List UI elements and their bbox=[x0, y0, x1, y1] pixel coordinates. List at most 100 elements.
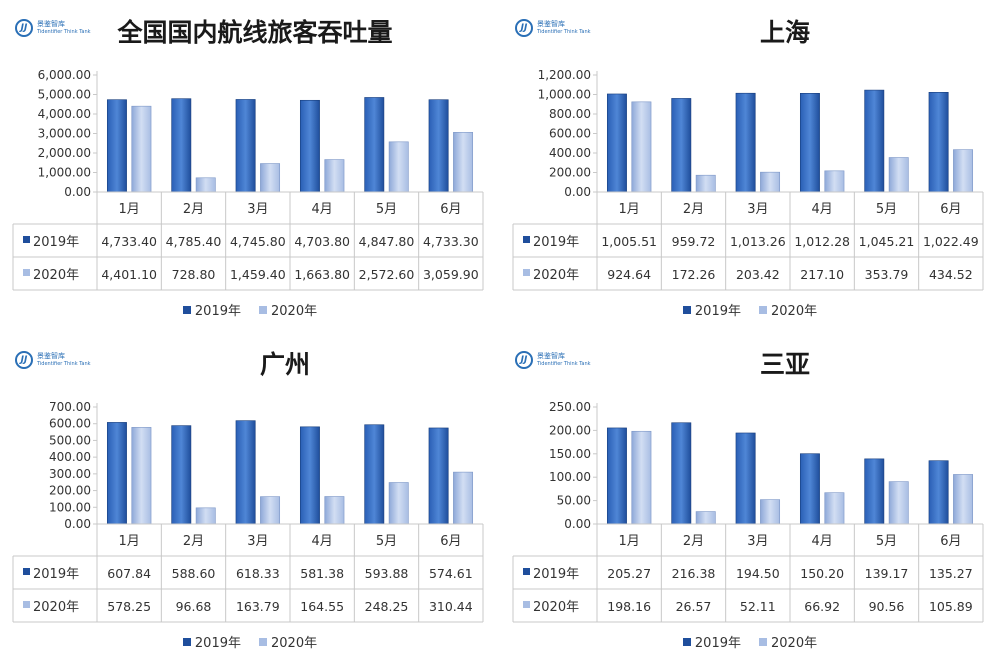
series-name-label: 2019年 bbox=[33, 567, 79, 582]
legend-swatch-2020-icon bbox=[259, 305, 267, 314]
y-tick-label: 1,000.00 bbox=[38, 166, 91, 180]
legend-swatch-2019-icon bbox=[682, 637, 691, 646]
bar-2019 bbox=[171, 425, 192, 525]
bar-2020 bbox=[631, 101, 652, 193]
bar-2020 bbox=[195, 507, 216, 525]
bar-chart: 0.00 200.00 400.00 600.00 800.00 1,000.00 1,20… bbox=[512, 68, 984, 291]
data-label: 581.38 bbox=[300, 566, 344, 581]
data-label: 728.80 bbox=[172, 267, 216, 282]
bar-2020 bbox=[695, 174, 716, 193]
series-name-label: 2020年 bbox=[533, 600, 579, 615]
bar-chart: 0.00 100.00 200.00 300.00 400.00 500.00 600.00… bbox=[12, 400, 484, 623]
chart-panel-sanya: JJ 景鉴智库 Tidentifier Think Tank 三亚 0.00 50… bbox=[505, 337, 995, 667]
data-label: 66.92 bbox=[804, 599, 840, 614]
bar-2020 bbox=[453, 471, 474, 525]
bar-2019 bbox=[735, 432, 756, 525]
data-label: 4,733.30 bbox=[423, 234, 479, 249]
bar-2020 bbox=[324, 496, 345, 525]
legend-swatch-2019-icon bbox=[682, 305, 691, 314]
logo-mark-icon: JJ bbox=[515, 351, 533, 369]
data-label: 3,059.90 bbox=[423, 267, 479, 282]
series-name-label: 2019年 bbox=[33, 235, 79, 250]
y-tick-label: 6,000.00 bbox=[38, 68, 91, 82]
y-tick-label: 250.00 bbox=[549, 400, 591, 414]
bar-2019 bbox=[364, 97, 385, 193]
data-label: 26.57 bbox=[676, 599, 712, 614]
chart-title: 上海 bbox=[759, 18, 810, 47]
y-tick-label: 0.00 bbox=[564, 185, 591, 199]
series-swatch-icon bbox=[523, 269, 530, 276]
y-tick-label: 0.00 bbox=[564, 517, 591, 531]
category-label: 5月 bbox=[376, 534, 397, 549]
y-tick-label: 600.00 bbox=[549, 127, 591, 141]
series-swatch-icon bbox=[23, 568, 30, 575]
data-label: 1,045.21 bbox=[859, 234, 915, 249]
category-label: 1月 bbox=[619, 534, 640, 549]
bar-2019 bbox=[235, 99, 256, 193]
bar-2020 bbox=[953, 474, 974, 525]
bar-2020 bbox=[953, 149, 974, 193]
data-label: 1,005.51 bbox=[601, 234, 657, 249]
data-label: 96.68 bbox=[176, 599, 212, 614]
legend: 2019年 2020年 bbox=[505, 300, 995, 319]
bar-2020 bbox=[131, 427, 152, 525]
y-tick-label: 200.00 bbox=[549, 423, 591, 437]
bar-2019 bbox=[606, 93, 627, 193]
data-label: 4,401.10 bbox=[101, 267, 157, 282]
category-label: 4月 bbox=[312, 202, 333, 217]
y-tick-label: 1,000.00 bbox=[538, 88, 591, 102]
category-label: 6月 bbox=[940, 202, 961, 217]
data-label: 4,733.40 bbox=[101, 234, 157, 249]
y-tick-label: 500.00 bbox=[49, 433, 91, 447]
logo: JJ 景鉴智库 Tidentifier Think Tank bbox=[15, 19, 91, 37]
legend-item-2019: 2019年 bbox=[182, 300, 241, 319]
series-name-label: 2019年 bbox=[533, 567, 579, 582]
bar-2019 bbox=[864, 89, 885, 193]
data-label: 618.33 bbox=[236, 566, 280, 581]
category-label: 2月 bbox=[683, 534, 704, 549]
y-tick-label: 800.00 bbox=[549, 107, 591, 121]
data-label: 52.11 bbox=[740, 599, 776, 614]
chart-title: 广州 bbox=[259, 350, 310, 379]
logo-en-text: Tidentifier Think Tank bbox=[537, 29, 591, 35]
chart-panel-national: JJ 景鉴智库 Tidentifier Think Tank 全国国内航线旅客吞… bbox=[5, 5, 495, 335]
bar-2020 bbox=[824, 492, 845, 525]
series-swatch-icon bbox=[23, 236, 30, 243]
legend-swatch-2019-icon bbox=[182, 305, 191, 314]
bar-2019 bbox=[364, 424, 385, 525]
y-tick-label: 200.00 bbox=[549, 166, 591, 180]
data-label: 574.61 bbox=[429, 566, 473, 581]
bar-2019 bbox=[106, 99, 127, 193]
legend-swatch-2020-icon bbox=[759, 637, 767, 646]
bar-2019 bbox=[928, 460, 949, 525]
series-swatch-icon bbox=[23, 269, 30, 276]
category-label: 2月 bbox=[683, 202, 704, 217]
logo: JJ 景鉴智库 Tidentifier Think Tank bbox=[15, 351, 91, 369]
category-label: 3月 bbox=[247, 202, 268, 217]
chart-panel-shanghai: JJ 景鉴智库 Tidentifier Think Tank 上海 0.00 20… bbox=[505, 5, 995, 335]
data-label: 164.55 bbox=[300, 599, 344, 614]
y-tick-label: 300.00 bbox=[49, 467, 91, 481]
category-label: 3月 bbox=[747, 202, 768, 217]
data-label: 1,022.49 bbox=[923, 234, 979, 249]
bar-2020 bbox=[760, 171, 781, 193]
chart-title: 全国国内航线旅客吞吐量 bbox=[117, 18, 393, 47]
data-label: 248.25 bbox=[365, 599, 409, 614]
y-tick-label: 50.00 bbox=[557, 494, 591, 508]
y-tick-label: 3,000.00 bbox=[38, 127, 91, 141]
data-label: 1,459.40 bbox=[230, 267, 286, 282]
chart-title: 三亚 bbox=[759, 350, 810, 379]
bar-chart: 0.00 50.00 100.00 150.00 200.00 250.00 1月 2月 3月 4… bbox=[512, 400, 984, 623]
series-swatch-icon bbox=[23, 601, 30, 608]
bar-2020 bbox=[631, 430, 652, 525]
y-tick-label: 200.00 bbox=[49, 484, 91, 498]
category-label: 4月 bbox=[812, 534, 833, 549]
series-name-label: 2020年 bbox=[533, 268, 579, 283]
legend: 2019年 2020年 bbox=[505, 632, 995, 651]
logo-mark-icon: JJ bbox=[15, 19, 33, 37]
bar-2019 bbox=[106, 422, 127, 525]
category-label: 2月 bbox=[183, 534, 204, 549]
series-name-label: 2019年 bbox=[533, 235, 579, 250]
category-label: 4月 bbox=[312, 534, 333, 549]
y-tick-label: 100.00 bbox=[549, 470, 591, 484]
